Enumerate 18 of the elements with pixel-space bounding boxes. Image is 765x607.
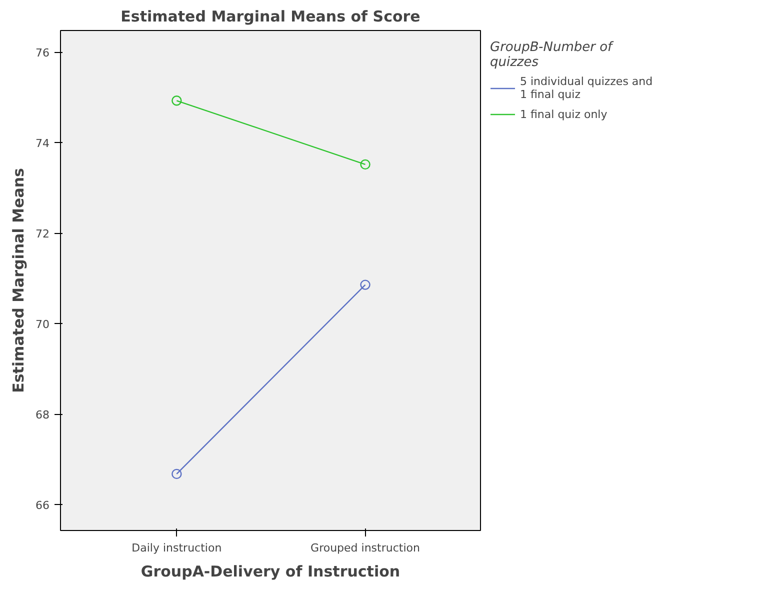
- legend-label: 5 individual quizzes and 1 final quiz: [520, 75, 653, 101]
- chart-title: Estimated Marginal Means of Score: [120, 8, 420, 26]
- point: [360, 280, 370, 290]
- point: [172, 96, 182, 106]
- legend-label: 1 final quiz only: [520, 108, 608, 120]
- point: [172, 468, 182, 480]
- y-tick-label: 66: [36, 499, 50, 512]
- point: [360, 159, 370, 170]
- x-tick-label: Grouped instruction: [310, 542, 420, 554]
- legend-title: GroupB-Number of quizzes: [490, 40, 615, 70]
- y-tick-label: 76: [36, 46, 50, 60]
- y-tick-label: 68: [36, 408, 50, 422]
- x-tick-label: Daily instruction: [132, 542, 222, 554]
- y-tick-label: 72: [36, 228, 50, 241]
- y-tick-label: 70: [36, 318, 50, 332]
- x-axis-title: GroupA-Delivery of Instruction: [140, 562, 400, 580]
- y-axis-title: Estimated Marginal Means: [10, 168, 28, 393]
- y-tick-label: 74: [36, 137, 50, 150]
